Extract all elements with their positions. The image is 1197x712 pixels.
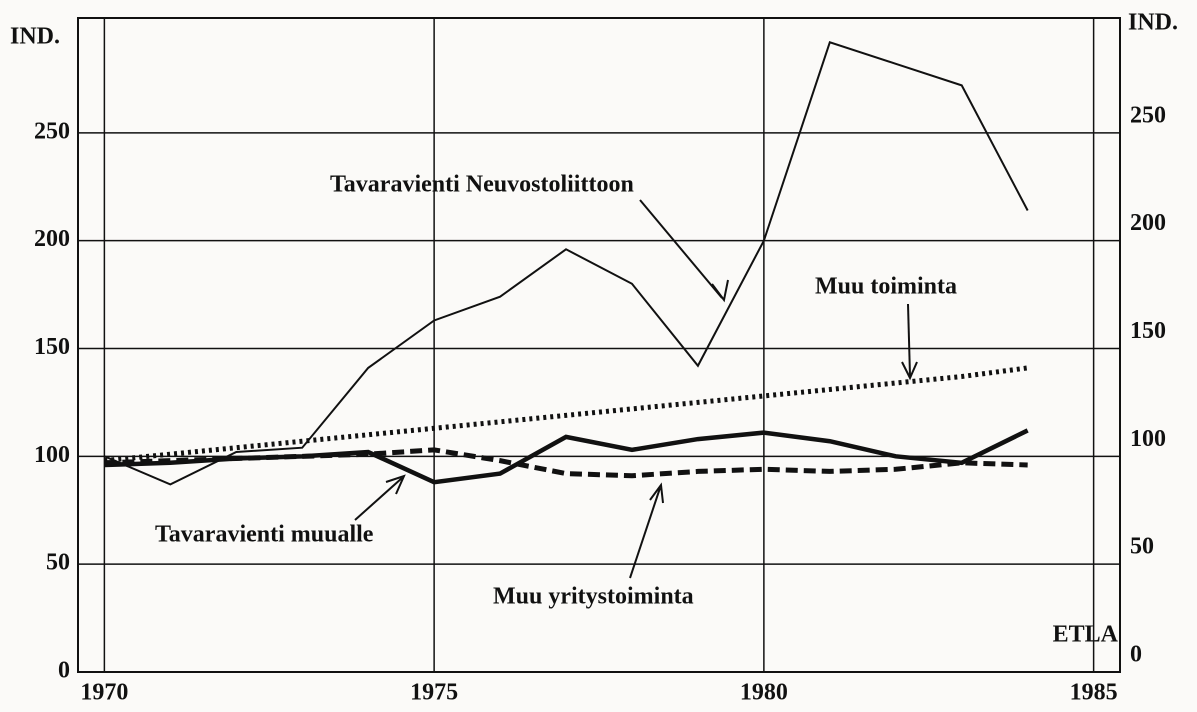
y2-axis-label: IND. xyxy=(1128,10,1178,36)
y-tick-label: 50 xyxy=(46,550,70,576)
arrow xyxy=(385,474,406,495)
arrow xyxy=(629,487,661,579)
y2-tick-label: 0 xyxy=(1130,642,1142,668)
plot-frame xyxy=(77,17,1121,673)
x-tick-label: 1970 xyxy=(80,680,128,706)
x-tick-label: 1985 xyxy=(1070,680,1118,706)
series-line xyxy=(104,365,1028,464)
series-line xyxy=(104,447,1028,479)
y-tick-label: 0 xyxy=(58,658,70,684)
y-tick-label: 250 xyxy=(34,118,70,144)
arrow-head xyxy=(901,361,918,381)
y-tick-label: 100 xyxy=(34,442,70,468)
y-tick-label: 150 xyxy=(34,334,70,360)
annotation: Tavaravienti Neuvostoliittoon xyxy=(330,172,634,198)
annotation: Tavaravienti muualle xyxy=(155,522,374,548)
x-tick-label: 1980 xyxy=(740,680,788,706)
series-line xyxy=(103,40,1029,486)
y2-tick-label: 50 xyxy=(1130,534,1154,560)
annotation-arrows xyxy=(354,199,918,579)
y-tick-label: 200 xyxy=(34,226,70,252)
arrow xyxy=(639,199,723,299)
y-axis-label: IND. xyxy=(10,24,60,50)
arrow-head xyxy=(711,279,729,303)
y2-tick-label: 250 xyxy=(1130,102,1166,128)
annotation: Muu toiminta xyxy=(815,274,957,300)
arrow xyxy=(907,303,911,377)
y2-tick-label: 200 xyxy=(1130,210,1166,236)
x-tick-label: 1975 xyxy=(410,680,458,706)
y2-tick-label: 150 xyxy=(1130,318,1166,344)
source-label: ETLA xyxy=(1053,622,1119,648)
annotation: Muu yritystoiminta xyxy=(493,584,694,610)
arrow-head xyxy=(649,482,664,504)
y2-tick-label: 100 xyxy=(1130,426,1166,452)
arrow xyxy=(354,477,403,521)
